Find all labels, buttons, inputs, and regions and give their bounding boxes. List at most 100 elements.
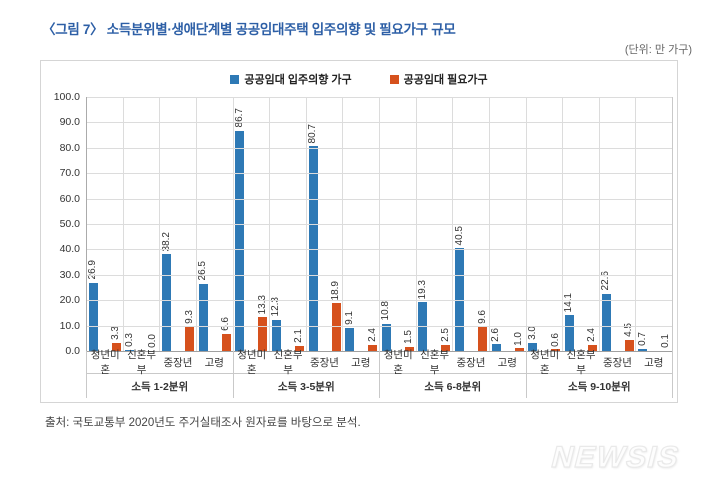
bar: 2.5	[440, 328, 451, 351]
bar: 2.1	[293, 329, 304, 351]
bar: 40.5	[454, 226, 465, 351]
bar-value-label: 80.7	[307, 123, 319, 144]
bar: 1.0	[513, 332, 524, 351]
category-label: 청년미혼	[237, 349, 267, 376]
bar: 9.6	[477, 310, 488, 351]
bar-value-label: 0.6	[549, 332, 561, 347]
category-label: 중장년	[163, 356, 193, 369]
bar: 4.5	[623, 323, 634, 351]
gridline	[87, 97, 672, 98]
bar-value-label: 0.1	[659, 333, 671, 348]
category-label-row: 청년미혼 신혼부부 중장년 고령	[380, 349, 526, 376]
gridline	[87, 274, 672, 276]
bar-value-label: 26.5	[197, 261, 209, 281]
chart-box: 공공임대 입주의향 가구 공공임대 필요가구 100.0 90.0 80.0 70.0…	[40, 60, 678, 403]
bar: 12.3	[270, 297, 281, 351]
category-label: 신혼부부	[420, 349, 450, 376]
bar: 86.7	[234, 108, 245, 351]
bar: 6.6	[220, 317, 231, 351]
gridline	[87, 198, 672, 200]
bar: 3.0	[527, 326, 538, 351]
bar-value-label: 6.6	[220, 317, 232, 332]
ytick-label: 50.0	[59, 218, 80, 230]
bar-value-label: 26.9	[87, 260, 99, 280]
category-label: 청년미혼	[383, 349, 413, 376]
legend-label-intent: 공공임대 입주의향 가구	[244, 74, 352, 86]
unit-note: (단위: 만 가구)	[624, 44, 692, 56]
legend-item-intent: 공공임대 입주의향 가구	[230, 71, 352, 87]
bar-value-label: 2.5	[439, 327, 451, 342]
bar-value-label: 0.3	[123, 333, 135, 348]
legend-swatch-orange-icon	[389, 74, 399, 84]
category-label: 청년미혼	[530, 349, 560, 376]
bar-value-label: 3.3	[110, 325, 122, 340]
category-label: 고령	[497, 356, 517, 369]
ytick-label: 20.0	[59, 294, 80, 307]
bar: 0.3	[124, 333, 135, 351]
bar: 2.4	[367, 328, 378, 351]
bar: 2.4	[586, 328, 597, 351]
bar: 26.5	[197, 261, 208, 351]
ytick-label: 100.0	[53, 91, 80, 103]
group-label: 소득 3-5분위	[277, 380, 335, 393]
group-block: 청년미혼 신혼부부 중장년 고령 소득 6-8분위	[380, 349, 527, 398]
ytick-label: 30.0	[59, 268, 80, 281]
bar-value-label: 2.4	[586, 328, 598, 342]
category-label: 신혼부부	[273, 349, 303, 376]
bar-value-label: 14.1	[563, 292, 575, 313]
bar-value-label: 19.3	[416, 279, 428, 299]
category-label: 고령	[204, 356, 224, 369]
x-axis: 청년미혼 신혼부부 중장년 고령 소득 1-2분위 청년미혼 신혼부부 중장년 고령 소득 3-5…	[86, 349, 673, 398]
category-label: 고령	[351, 356, 371, 369]
bar-value-label: 18.9	[330, 280, 342, 300]
category-label: 중장년	[602, 356, 632, 369]
gridline	[87, 249, 672, 251]
ytick-label: 10.0	[59, 319, 80, 332]
bar: 10.8	[380, 301, 391, 351]
plot-area: 26.9 3.3 0.3 0.0 38.2 9.3 26.5 6.6 86.7 13.3 12.3 2…	[86, 97, 673, 352]
bar-value-label: 2.1	[293, 328, 305, 343]
bar-value-label: 3.0	[526, 326, 538, 341]
bar: 9.1	[344, 311, 355, 351]
bar-value-label: 10.8	[380, 301, 392, 321]
category-label-row: 청년미혼 신혼부부 중장년 고령	[87, 349, 233, 376]
category-label: 신혼부부	[127, 349, 157, 376]
bar-value-label: 38.2	[160, 231, 172, 251]
ytick-label: 90.0	[59, 116, 80, 129]
bar: 80.7	[307, 124, 318, 351]
gridline	[87, 147, 672, 149]
category-label: 중장년	[456, 356, 486, 369]
gridline	[87, 300, 672, 302]
bar-value-label: 9.6	[476, 309, 488, 324]
bar: 18.9	[330, 281, 341, 351]
bar-value-label: 2.6	[490, 327, 502, 342]
bar-value-label: 9.1	[343, 310, 355, 325]
category-label: 신혼부부	[566, 349, 596, 376]
category-label: 중장년	[309, 356, 339, 369]
bar-value-label: 13.3	[256, 294, 268, 315]
bar: 3.3	[110, 326, 121, 351]
bar: 14.1	[563, 293, 574, 351]
gridline	[87, 224, 672, 225]
bar-value-label: 1.5	[403, 330, 415, 345]
category-label: 고령	[644, 356, 664, 369]
group-label: 소득 9-10분위	[567, 380, 631, 393]
bar-value-label: 1.0	[513, 331, 525, 346]
bar: 1.5	[403, 330, 414, 351]
category-label: 청년미혼	[90, 349, 120, 376]
gridline	[87, 173, 672, 175]
bar: 0.7	[637, 332, 648, 351]
gridline	[87, 325, 672, 327]
category-label-row: 청년미혼 신혼부부 중장년 고령	[526, 349, 672, 376]
chart-legend: 공공임대 입주의향 가구 공공임대 필요가구	[41, 71, 677, 87]
newsis-watermark: NEWSIS	[547, 440, 684, 474]
bar: 38.2	[161, 232, 172, 351]
bar: 22.6	[600, 271, 611, 351]
bar-value-label: 86.7	[233, 108, 245, 128]
ytick-label: 40.0	[59, 243, 80, 256]
bar: 2.6	[490, 328, 501, 351]
bar-value-label: 9.3	[183, 310, 195, 325]
